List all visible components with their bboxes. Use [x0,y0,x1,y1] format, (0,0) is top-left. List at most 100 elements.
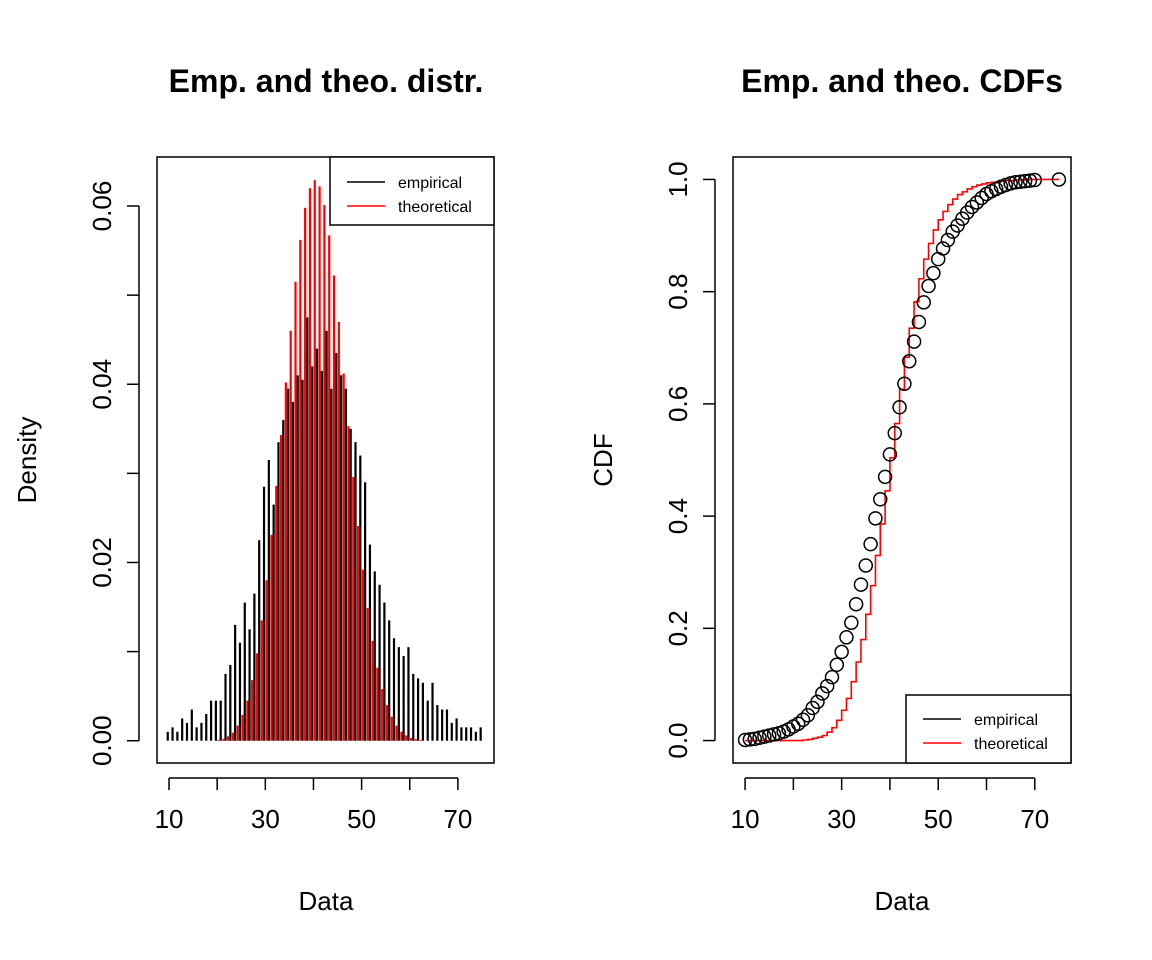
empirical-density-bar [354,442,357,741]
theoretical-density-bar [381,689,384,741]
empirical-density-bar [364,482,367,741]
empirical-density-bar [234,624,237,741]
empirical-cdf-point [887,425,903,441]
cdf-panel: Emp. and theo. CDFs Data CDF 10 30 50 70 0.… [588,63,1072,916]
theoretical-density-bar [332,275,336,741]
empirical-cdf-point [844,615,859,630]
empirical-density-bar [185,722,189,741]
panel-2-y-tick-label: 0.8 [663,274,693,310]
theoretical-density-bar [356,525,360,741]
theoretical-density-bar [313,180,316,741]
empirical-density-bar [214,700,217,741]
empirical-density-bar [200,722,203,741]
empirical-density-bar [238,642,242,741]
theoretical-density-bar [390,716,393,741]
empirical-cdf-point [848,596,864,612]
theoretical-density-bar [405,735,408,741]
empirical-density-bar [412,673,415,741]
empirical-cdf-point [810,694,825,710]
theoretical-density-bar [318,186,321,741]
empirical-density-bar [176,731,179,741]
empirical-density-bar [426,700,429,741]
panel-2-y-tick-label: 0.0 [663,722,693,758]
panel-2-legend-empirical-label: empirical [974,712,1038,729]
panel-2-y-tick-label: 1.0 [663,161,693,197]
empirical-density-bar [465,727,468,741]
panel-2-x-axis-label: Data [875,886,930,916]
panel-2-y-tick-label: 0.2 [663,610,693,646]
theoretical-density-bar [409,738,413,741]
empirical-cdf-point [858,558,874,573]
theoretical-density-bar [304,207,307,741]
panel-1-plot-frame [156,156,495,764]
empirical-cdf-point [974,190,989,206]
empirical-density-bar [195,727,198,741]
empirical-density-bar [455,718,458,741]
panel-2-x-tick-label: 50 [924,804,953,834]
theoretical-density-bar [270,534,273,741]
empirical-density-bar [450,722,453,741]
panel-1-y-tick-label: 0.04 [87,359,117,410]
empirical-cdf-point [795,712,811,728]
panel-2-title: Emp. and theo. CDFs [741,63,1063,99]
empirical-cdf-point [906,334,922,349]
theoretical-cdf-line [745,178,1059,742]
empirical-density-bar [209,700,213,741]
empirical-density-bar [397,647,400,741]
empirical-cdf-point [1008,175,1023,190]
panel-1-bars [166,180,482,741]
empirical-cdf-point [873,492,888,507]
empirical-density-bar [301,379,304,741]
empirical-density-bar [431,682,434,741]
empirical-density-bar [190,709,193,741]
empirical-density-bar [166,731,169,741]
empirical-density-bar [306,317,309,741]
empirical-density-bar [436,705,439,741]
panel-1-x-tick-label: 30 [251,804,280,834]
empirical-density-bar [315,348,319,741]
empirical-cdf-point [863,536,878,552]
empirical-cdf-point [834,644,849,660]
empirical-density-bar [392,638,396,741]
empirical-density-bar [262,486,266,741]
empirical-density-bar [339,375,343,741]
theoretical-density-bar [414,738,417,741]
panel-1-y-tick-label: 0.00 [87,715,117,766]
empirical-density-bar [474,731,477,741]
empirical-density-bar [325,330,328,741]
empirical-density-bar [469,727,473,741]
empirical-density-bar [258,540,261,741]
theoretical-density-bar [284,382,287,741]
theoretical-density-bar [289,330,292,741]
empirical-cdf-point [742,732,758,747]
theoretical-density-bar [255,653,259,741]
theoretical-density-bar [347,426,350,741]
empirical-density-bar [243,602,246,741]
empirical-density-bar [416,678,420,741]
panel-1-title: Emp. and theo. distr. [169,63,484,99]
empirical-cdf-point [877,469,893,485]
empirical-cdf-point [829,657,845,673]
empirical-density-bar [441,709,444,741]
empirical-density-bar [349,428,352,741]
empirical-density-bar [229,664,232,741]
theoretical-density-bar [222,738,225,741]
theoretical-density-bar [337,321,340,741]
empirical-density-bar [388,620,391,741]
theoretical-density-bar [246,700,249,741]
empirical-cdf-point [901,353,917,369]
empirical-cdf-point [800,708,816,723]
empirical-density-bar [373,571,376,741]
empirical-density-bar [272,504,275,741]
theoretical-density-bar [299,239,302,741]
empirical-density-bar [171,727,174,741]
panel-2-y-axis-label: CDF [588,433,618,486]
theoretical-density-bar [419,739,422,741]
empirical-cdf-point [790,716,806,731]
theoretical-density-bar [376,667,379,741]
panel-1-legend-empirical-label: empirical [398,175,462,192]
empirical-density-bar [479,727,482,741]
empirical-cdf-point [824,669,840,685]
theoretical-density-bar [328,235,331,741]
panel-2-marks [737,172,1067,748]
